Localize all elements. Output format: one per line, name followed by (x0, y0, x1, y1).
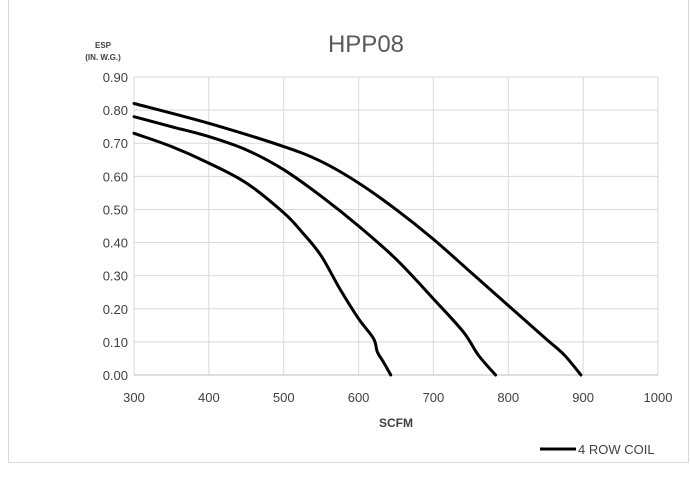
x-axis-label: SCFM (379, 416, 413, 430)
y-tick-label: 0.00 (103, 368, 128, 383)
y-tick-label: 0.20 (103, 302, 128, 317)
y-tick-labels: 0.00 0.10 0.20 0.30 0.40 0.50 0.60 0.70 0.80 0.90 (103, 70, 128, 383)
legend-label: 4 ROW COIL (578, 442, 655, 457)
y-tick-label: 0.10 (103, 335, 128, 350)
series-line-2 (132, 115, 498, 377)
chart-title: HPP08 (328, 31, 404, 58)
y-axis-label-line2: (IN. W.G.) (85, 53, 121, 62)
y-tick-label: 0.60 (103, 169, 128, 184)
y-tick-label: 0.50 (103, 202, 128, 217)
gridlines (133, 76, 659, 376)
y-tick-label: 0.70 (103, 136, 128, 151)
y-axis-label-line1: ESP (95, 41, 112, 50)
x-tick-label: 800 (497, 390, 519, 405)
x-tick-label: 900 (572, 390, 594, 405)
x-tick-label: 700 (423, 390, 445, 405)
x-tick-label: 500 (273, 390, 295, 405)
series-line-1 (132, 131, 393, 377)
series-line-3 (132, 101, 583, 377)
y-tick-label: 0.40 (103, 236, 128, 251)
y-tick-label: 0.90 (103, 70, 128, 85)
x-tick-label: 300 (123, 390, 145, 405)
y-tick-label: 0.30 (103, 269, 128, 284)
x-tick-labels: 300 400 500 600 700 800 900 1000 (123, 390, 672, 405)
x-tick-label: 600 (348, 390, 370, 405)
x-tick-label: 400 (198, 390, 220, 405)
x-tick-label: 1000 (644, 390, 673, 405)
y-tick-label: 0.80 (103, 103, 128, 118)
series-lines (132, 101, 583, 377)
chart-frame (8, 0, 689, 463)
